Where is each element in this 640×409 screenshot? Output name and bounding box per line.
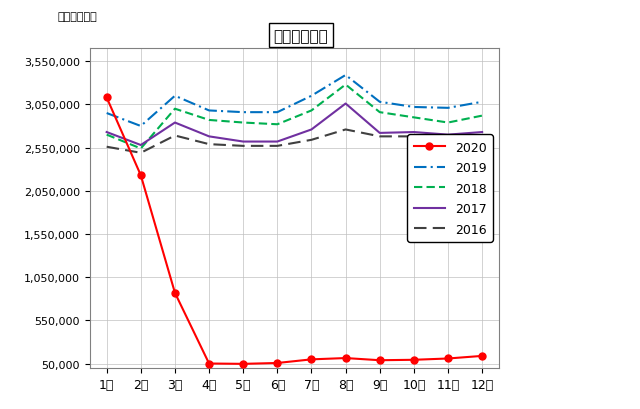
2017 <box>444 133 452 138</box>
Line: 2020: 2020 <box>103 95 486 367</box>
2017 <box>239 140 247 145</box>
Legend: 2020, 2019, 2018, 2017, 2016: 2020, 2019, 2018, 2017, 2016 <box>408 135 493 242</box>
Line: 2016: 2016 <box>107 130 482 153</box>
2016 <box>171 134 179 139</box>
2019 <box>171 94 179 99</box>
2018 <box>239 121 247 126</box>
2017 <box>410 130 418 135</box>
2020 <box>103 96 111 101</box>
2016 <box>273 144 281 149</box>
Line: 2019: 2019 <box>107 76 482 127</box>
2016 <box>239 144 247 149</box>
2018 <box>137 147 145 152</box>
2016 <box>478 142 486 147</box>
2018 <box>376 110 383 115</box>
2020 <box>137 173 145 178</box>
2019 <box>444 106 452 111</box>
2016 <box>137 151 145 156</box>
2020 <box>342 356 349 361</box>
Text: 国際線旅客数: 国際線旅客数 <box>273 29 328 44</box>
2017 <box>171 121 179 126</box>
2016 <box>410 135 418 139</box>
2017 <box>376 131 383 136</box>
2019 <box>239 110 247 115</box>
2019 <box>205 109 213 114</box>
2018 <box>444 121 452 126</box>
2020 <box>308 357 316 362</box>
2020 <box>376 358 383 363</box>
2018 <box>478 114 486 119</box>
2018 <box>273 123 281 128</box>
Line: 2017: 2017 <box>107 104 482 146</box>
2018 <box>410 116 418 121</box>
2019 <box>273 110 281 115</box>
2020 <box>239 362 247 366</box>
2019 <box>376 100 383 105</box>
Text: （単位：人）: （単位：人） <box>58 12 97 22</box>
2016 <box>308 138 316 143</box>
2018 <box>308 109 316 114</box>
2017 <box>308 128 316 133</box>
2017 <box>342 102 349 107</box>
2020 <box>171 291 179 296</box>
2017 <box>137 143 145 148</box>
2018 <box>342 83 349 88</box>
2019 <box>342 73 349 78</box>
2016 <box>342 128 349 133</box>
2020 <box>273 361 281 366</box>
2019 <box>410 105 418 110</box>
2017 <box>103 130 111 135</box>
2019 <box>478 100 486 105</box>
2018 <box>103 133 111 138</box>
Line: 2018: 2018 <box>107 85 482 149</box>
2016 <box>205 142 213 147</box>
2020 <box>478 353 486 358</box>
2019 <box>103 111 111 116</box>
2016 <box>376 135 383 139</box>
2019 <box>308 94 316 99</box>
2020 <box>205 361 213 366</box>
2017 <box>478 130 486 135</box>
2018 <box>171 107 179 112</box>
2020 <box>410 357 418 362</box>
2016 <box>103 145 111 150</box>
2018 <box>205 118 213 123</box>
2017 <box>273 140 281 145</box>
2016 <box>444 143 452 148</box>
2019 <box>137 124 145 129</box>
2020 <box>444 356 452 361</box>
2017 <box>205 135 213 139</box>
